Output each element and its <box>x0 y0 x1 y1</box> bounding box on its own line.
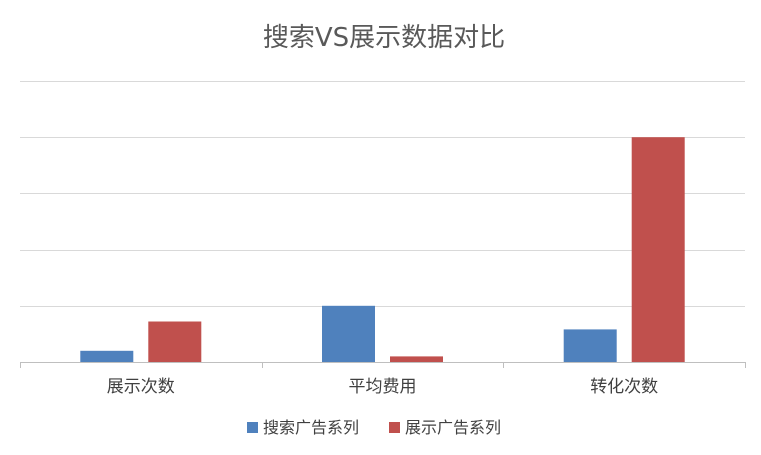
legend: 搜索广告系列 展示广告系列 <box>247 418 501 437</box>
bar <box>148 321 202 362</box>
bar <box>80 350 134 362</box>
bar <box>322 305 375 362</box>
category-label: 展示次数 <box>107 377 175 397</box>
bar <box>390 356 443 362</box>
category-label: 转化次数 <box>590 377 658 397</box>
category-labels: 展示次数 平均费用 转化次数 <box>107 377 658 397</box>
category-label: 平均费用 <box>349 377 417 397</box>
legend-label: 搜索广告系列 <box>263 418 359 437</box>
bar <box>563 329 617 362</box>
bars <box>80 137 685 362</box>
legend-swatch <box>247 422 258 433</box>
x-axis-ticks <box>20 362 746 368</box>
bar <box>631 137 685 362</box>
legend-label: 展示广告系列 <box>405 418 501 437</box>
legend-swatch <box>389 422 400 433</box>
chart-title: 搜索VS展示数据对比 <box>263 23 505 53</box>
gridlines <box>20 81 745 307</box>
